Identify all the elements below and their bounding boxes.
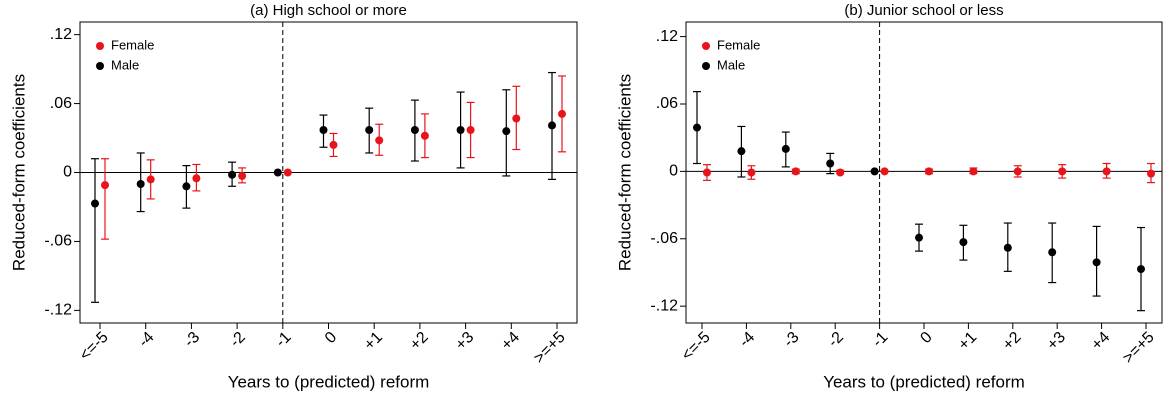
point: [781, 144, 790, 153]
point: [737, 147, 746, 156]
x-tick-label: -4: [135, 329, 157, 351]
x-axis-label: Years to (predicted) reform: [823, 372, 1025, 391]
x-tick-label: -1: [273, 329, 295, 351]
y-tick-label: -.12: [650, 297, 678, 314]
point: [502, 127, 511, 136]
point: [136, 179, 145, 188]
x-tick-label: -1: [869, 329, 891, 351]
x-tick-label: +2: [1000, 329, 1025, 354]
point: [365, 125, 374, 134]
point: [558, 109, 566, 118]
x-tick-label: <=-5: [77, 329, 112, 364]
point: [703, 168, 711, 177]
x-tick-label: +3: [452, 329, 477, 354]
x-tick-label: -4: [736, 329, 758, 351]
x-axis-label: Years to (predicted) reform: [228, 372, 430, 391]
point: [1102, 167, 1111, 176]
y-tick-label: -.12: [44, 302, 72, 319]
point: [915, 233, 923, 242]
legend-label: Female: [111, 37, 154, 52]
chart-title: (a) High school or more: [250, 2, 407, 19]
point: [192, 174, 201, 183]
y-tick-label: -.06: [650, 230, 678, 247]
legend-marker: [96, 62, 104, 70]
point: [925, 167, 933, 176]
x-tick-label: <=-5: [679, 329, 714, 364]
legend-label: Male: [111, 57, 139, 72]
point: [1048, 248, 1057, 257]
point: [969, 167, 978, 176]
point: [1147, 169, 1155, 178]
point: [410, 125, 419, 134]
x-tick-label: >=+5: [531, 329, 569, 367]
legend-marker: [96, 42, 104, 50]
x-tick-label: -2: [825, 329, 847, 351]
point: [870, 167, 879, 176]
y-axis-label: Reduced-form coefficients: [615, 74, 634, 271]
point: [375, 136, 384, 145]
point: [791, 167, 800, 176]
point: [548, 121, 556, 130]
x-tick-label: >=+5: [1120, 329, 1158, 367]
point: [101, 181, 109, 190]
point: [1137, 265, 1145, 274]
point: [456, 125, 465, 134]
point: [693, 123, 701, 132]
x-tick-label: -2: [227, 329, 249, 351]
y-tick-label: 0: [669, 163, 678, 180]
x-tick-label: +4: [1088, 329, 1113, 354]
point: [747, 168, 756, 177]
point: [319, 125, 328, 134]
legend-marker: [702, 42, 710, 50]
point: [273, 168, 282, 177]
legend-label: Female: [717, 37, 760, 52]
point: [91, 199, 99, 208]
y-tick-label: .12: [50, 26, 72, 43]
x-tick-label: -3: [781, 329, 803, 351]
x-tick-label: +4: [498, 329, 523, 354]
y-tick-label: -.06: [44, 233, 72, 250]
point: [959, 238, 968, 247]
point: [466, 125, 475, 134]
point: [880, 167, 889, 176]
x-tick-label: +2: [407, 329, 432, 354]
y-tick-label: .06: [656, 95, 678, 112]
point: [836, 168, 845, 177]
x-tick-label: 0: [917, 329, 935, 347]
point: [420, 131, 429, 140]
x-tick-label: -3: [181, 329, 203, 351]
point: [146, 175, 155, 184]
point: [1092, 258, 1101, 267]
legend-marker: [702, 62, 710, 70]
legend-label: Male: [717, 57, 745, 72]
y-tick-label: .06: [50, 95, 72, 112]
point: [1013, 167, 1022, 176]
point: [1003, 243, 1012, 252]
point: [826, 159, 835, 168]
point: [1058, 167, 1067, 176]
x-tick-label: +3: [1044, 329, 1069, 354]
chart-title: (b) Junior school or less: [844, 2, 1003, 19]
y-tick-label: .12: [656, 28, 678, 45]
point: [228, 170, 237, 179]
y-axis-label: Reduced-form coefficients: [9, 74, 28, 271]
point: [512, 114, 521, 123]
x-tick-label: 0: [322, 329, 340, 347]
point: [238, 171, 247, 180]
point: [283, 168, 292, 177]
x-tick-label: +1: [361, 329, 386, 354]
y-tick-label: 0: [63, 164, 72, 181]
panel: (b) Junior school or less Years to (predi…: [615, 2, 1163, 391]
plot-frame: [685, 21, 1163, 324]
point: [329, 140, 338, 149]
point: [182, 182, 191, 191]
panel: (a) High school or more Years to (predict…: [9, 2, 578, 391]
x-tick-label: +1: [955, 329, 980, 354]
